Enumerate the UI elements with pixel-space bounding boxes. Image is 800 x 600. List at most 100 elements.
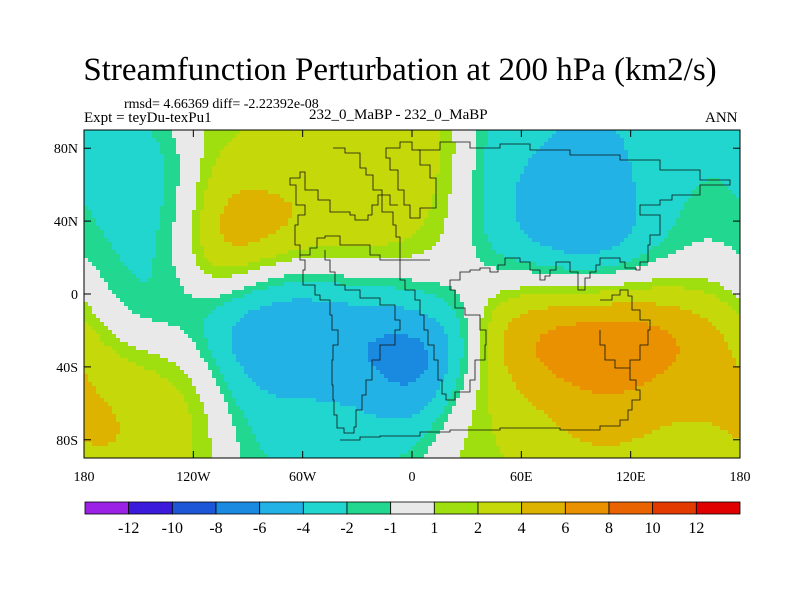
field-cell: [604, 222, 609, 227]
field-cell: [120, 186, 125, 191]
field-cell: [624, 174, 629, 179]
field-cell: [660, 174, 665, 179]
field-cell: [556, 146, 561, 151]
field-cell: [724, 138, 729, 143]
field-cell: [652, 150, 657, 155]
field-cell: [588, 134, 593, 139]
field-cell: [328, 162, 333, 167]
field-cell: [440, 218, 445, 223]
field-cell: [376, 230, 381, 235]
field-cell: [156, 226, 161, 231]
field-cell: [508, 146, 513, 151]
field-cell: [356, 194, 361, 199]
field-cell: [704, 154, 709, 159]
field-cell: [92, 226, 97, 231]
field-cell: [468, 194, 473, 199]
field-cell: [256, 218, 261, 223]
field-cell: [564, 154, 569, 159]
field-cell: [436, 242, 441, 247]
field-cell: [436, 162, 441, 167]
field-cell: [548, 146, 553, 151]
field-cell: [308, 234, 313, 239]
field-cell: [428, 142, 433, 147]
field-cell: [472, 222, 477, 227]
field-cell: [144, 134, 149, 139]
field-cell: [580, 170, 585, 175]
field-cell: [600, 206, 605, 211]
field-cell: [624, 190, 629, 195]
field-cell: [92, 198, 97, 203]
field-cell: [600, 134, 605, 139]
field-cell: [696, 194, 701, 199]
field-cell: [412, 194, 417, 199]
field-cell: [656, 134, 661, 139]
field-cell: [356, 130, 361, 135]
field-cell: [404, 134, 409, 139]
field-cell: [600, 146, 605, 151]
field-cell: [388, 186, 393, 191]
field-cell: [212, 154, 217, 159]
field-cell: [712, 182, 717, 187]
field-cell: [208, 150, 213, 155]
field-cell: [464, 150, 469, 155]
field-cell: [524, 198, 529, 203]
field-cell: [228, 202, 233, 207]
field-cell: [188, 214, 193, 219]
field-cell: [564, 230, 569, 235]
field-cell: [228, 142, 233, 147]
field-cell: [712, 170, 717, 175]
field-cell: [612, 206, 617, 211]
field-cell: [284, 146, 289, 151]
field-cell: [208, 166, 213, 171]
field-cell: [92, 246, 97, 251]
field-cell: [288, 226, 293, 231]
field-cell: [224, 162, 229, 167]
field-cell: [332, 166, 337, 171]
field-cell: [436, 214, 441, 219]
field-cell: [680, 150, 685, 155]
field-cell: [484, 202, 489, 207]
field-cell: [432, 170, 437, 175]
field-cell: [136, 238, 141, 243]
field-cell: [488, 130, 493, 135]
field-cell: [468, 202, 473, 207]
field-cell: [448, 218, 453, 223]
field-cell: [224, 250, 229, 255]
field-cell: [644, 178, 649, 183]
field-cell: [112, 190, 117, 195]
field-cell: [384, 182, 389, 187]
field-cell: [360, 226, 365, 231]
field-cell: [384, 242, 389, 247]
field-cell: [604, 182, 609, 187]
field-cell: [148, 238, 153, 243]
field-cell: [432, 134, 437, 139]
field-cell: [724, 150, 729, 155]
field-cell: [556, 238, 561, 243]
field-cell: [664, 174, 669, 179]
field-cell: [240, 246, 245, 251]
field-cell: [476, 194, 481, 199]
field-cell: [368, 202, 373, 207]
field-cell: [480, 210, 485, 215]
field-cell: [596, 218, 601, 223]
field-cell: [388, 182, 393, 187]
field-cell: [568, 166, 573, 171]
field-cell: [456, 222, 461, 227]
field-cell: [88, 162, 93, 167]
field-cell: [84, 202, 89, 207]
field-cell: [96, 214, 101, 219]
field-cell: [132, 210, 137, 215]
field-cell: [596, 238, 601, 243]
field-cell: [352, 158, 357, 163]
field-cell: [636, 202, 641, 207]
field-cell: [504, 206, 509, 211]
field-cell: [400, 154, 405, 159]
field-cell: [132, 158, 137, 163]
field-cell: [668, 246, 673, 251]
field-cell: [348, 190, 353, 195]
field-cell: [356, 198, 361, 203]
field-cell: [208, 246, 213, 251]
field-cell: [400, 162, 405, 167]
field-cell: [728, 242, 733, 247]
field-cell: [248, 218, 253, 223]
